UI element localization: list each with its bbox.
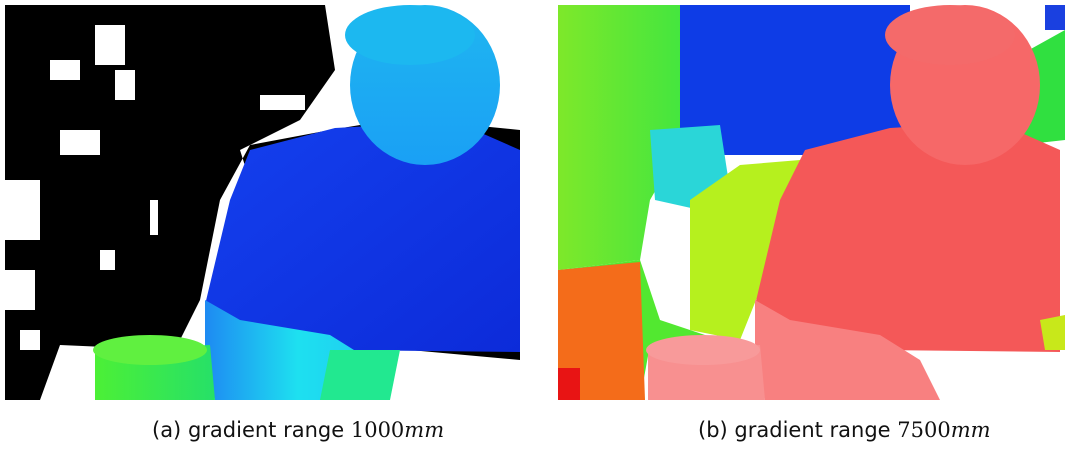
figure-images	[0, 0, 1068, 452]
caption-label: (a)	[152, 418, 181, 442]
caption-b: (b) gradient range 7500mm	[698, 418, 991, 442]
caption-text: gradient range	[734, 418, 890, 442]
caption-unit: mm	[951, 418, 991, 442]
caption-a: (a) gradient range 1000mm	[152, 418, 444, 442]
caption-range: 7500	[897, 418, 950, 442]
caption-unit: mm	[404, 418, 444, 442]
caption-range: 1000	[351, 418, 404, 442]
caption-label: (b)	[698, 418, 728, 442]
figure: (a) gradient range 1000mm (b) gradient r…	[0, 0, 1068, 452]
caption-text: gradient range	[188, 418, 344, 442]
depth-image-a	[5, 5, 520, 400]
depth-image-b	[558, 5, 1065, 400]
